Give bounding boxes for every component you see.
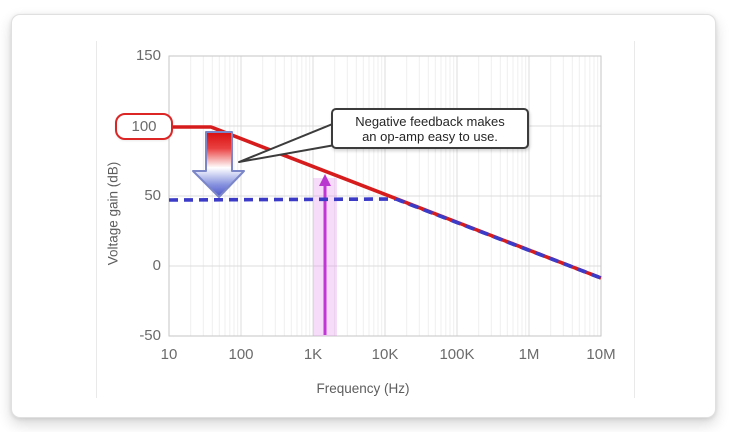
callout-line: an op-amp easy to use. — [362, 128, 498, 144]
x-tick-label: 100 — [228, 346, 254, 363]
frequency-marker-arrowhead-icon — [319, 174, 331, 186]
x-tick-label: 1K — [303, 346, 323, 363]
x-tick-label: 10M — [586, 346, 616, 363]
plot-border — [168, 55, 602, 337]
feedback-callout: Negative feedback makes an op-amp easy t… — [331, 108, 529, 149]
panel-divider-left — [96, 41, 97, 398]
y-tick-label: 50 — [144, 187, 161, 204]
y-tick-label: 0 — [152, 257, 161, 274]
x-axis-title: Frequency (Hz) — [316, 381, 410, 396]
x-tick-label: 10 — [160, 346, 178, 363]
x-tick-label: 100K — [439, 346, 475, 363]
y-tick-label: -50 — [139, 327, 161, 344]
gain-reduction-down-arrow-icon — [192, 131, 245, 198]
y-tick-label: 150 — [135, 47, 161, 64]
panel-divider-right — [634, 41, 635, 398]
x-tick-label: 10K — [371, 346, 399, 363]
x-tick-label: 1M — [518, 346, 540, 363]
y-axis-title: Voltage gain (dB) — [105, 161, 121, 266]
open-loop-gain-label: 100 — [131, 118, 157, 135]
open-loop-gain-label-box: 100 — [115, 113, 173, 140]
bode-plot-canvas — [168, 55, 602, 337]
callout-line: Negative feedback makes — [355, 113, 505, 129]
closed-loop-overlap-dashes — [395, 197, 602, 280]
figure-card: 150 50 0 -50 10 100 1K 10K 100K 1M 10M V… — [11, 14, 716, 418]
